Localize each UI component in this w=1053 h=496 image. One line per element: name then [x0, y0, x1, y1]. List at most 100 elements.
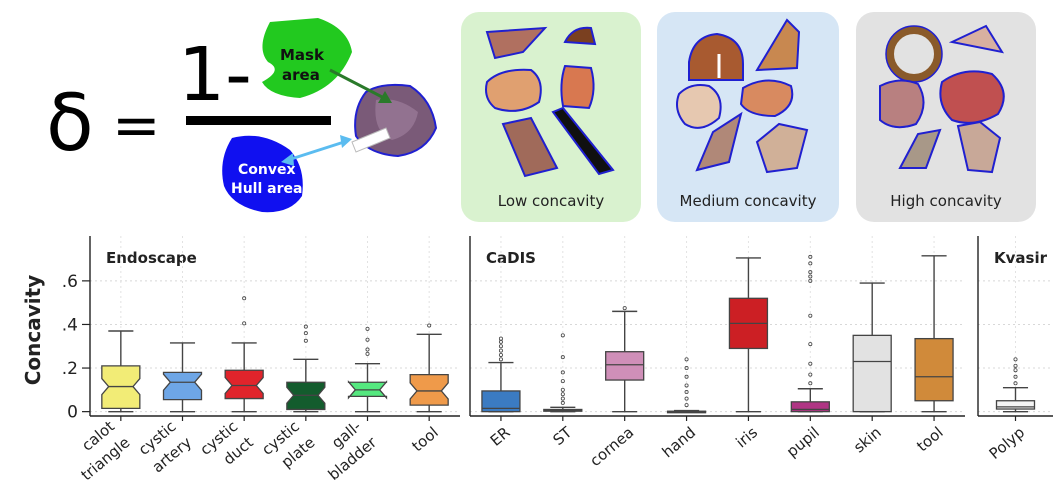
- box: [409, 373, 449, 406]
- outlier-point: [808, 381, 813, 386]
- outlier-point: [1013, 381, 1018, 386]
- panel-title: Kvasir: [994, 249, 1048, 267]
- box: [914, 337, 954, 402]
- outlier-point: [560, 379, 565, 384]
- outlier-point: [560, 400, 565, 405]
- outlier-point: [808, 274, 813, 279]
- convex-hull-shape: [222, 135, 303, 213]
- y-tick-label: 0: [67, 403, 78, 423]
- x-tick-label: tool: [408, 423, 441, 455]
- outlier-point: [808, 261, 813, 266]
- outlier-point: [1013, 368, 1018, 373]
- outlier-point: [808, 361, 813, 366]
- outlier-point: [1013, 363, 1018, 368]
- outlier-point: [365, 351, 370, 356]
- panel-title: CaDIS: [486, 249, 536, 267]
- box: [852, 334, 892, 413]
- outlier-point: [498, 357, 503, 362]
- outlier-point: [303, 324, 308, 329]
- outlier-point: [498, 352, 503, 357]
- panel-title: Endoscape: [106, 249, 197, 267]
- outlier-point: [622, 306, 627, 311]
- outlier-point: [560, 387, 565, 392]
- outlier-point: [1013, 357, 1018, 362]
- x-tick-label: Polyp: [986, 423, 1028, 463]
- fraction-bar: [186, 116, 331, 125]
- medium-concavity-label: Medium concavity: [679, 192, 817, 210]
- x-tick-label: skin: [850, 423, 885, 456]
- outlier-point: [365, 347, 370, 352]
- mask-label-line1: Mask: [280, 46, 325, 64]
- box: [224, 369, 264, 400]
- y-tick-label: .2: [62, 359, 78, 379]
- hull-arrow-line: [287, 140, 345, 162]
- low-concavity-panel: Low concavity: [461, 12, 641, 222]
- box: [605, 351, 645, 381]
- outlier-point: [684, 390, 689, 395]
- low-concavity-label: Low concavity: [497, 192, 605, 210]
- outlier-point: [684, 366, 689, 371]
- high-concavity-examples: [879, 24, 1005, 174]
- outlier-point: [560, 333, 565, 338]
- outlier-point: [560, 355, 565, 360]
- y-tick-label: .4: [62, 315, 78, 335]
- box: [790, 401, 830, 413]
- outlier-point: [498, 348, 503, 353]
- outlier-point: [365, 326, 370, 331]
- x-tick-label: ER: [487, 423, 514, 450]
- hull-label-line1: Convex: [238, 162, 296, 178]
- x-tick-label: pupil: [783, 423, 823, 461]
- outlier-point: [808, 270, 813, 275]
- box: [162, 371, 203, 401]
- outlier-point: [242, 296, 247, 301]
- outlier-point: [560, 392, 565, 397]
- outlier-point: [808, 278, 813, 283]
- x-tick-label: hand: [659, 423, 699, 461]
- x-tick-label: iris: [732, 423, 761, 451]
- equals-sign: =: [112, 91, 161, 159]
- outlier-point: [560, 370, 565, 375]
- tool-shape: [351, 127, 391, 153]
- concavity-formula: δ = 1- Mask area Convex Hull area: [46, 18, 438, 213]
- outlier-point: [684, 396, 689, 401]
- outlier-point: [808, 342, 813, 347]
- mask-area-shape: [262, 18, 352, 98]
- hull-label-line2: Hull area: [231, 181, 302, 197]
- hull-arrowhead-right: [340, 135, 352, 148]
- outlier-point: [684, 403, 689, 408]
- medium-concavity-panel: Medium concavity: [657, 12, 839, 222]
- x-tick-label: cornea: [586, 423, 637, 470]
- high-concavity-panel: High concavity: [856, 12, 1036, 222]
- x-tick-label: tool: [913, 423, 946, 455]
- outlier-point: [684, 374, 689, 379]
- box: [481, 390, 521, 413]
- outlier-point: [498, 344, 503, 349]
- concavity-illustration: δ = 1- Mask area Convex Hull area L: [0, 0, 1053, 232]
- outlier-point: [684, 383, 689, 388]
- y-tick-label: .6: [62, 272, 78, 292]
- outlier-point: [242, 321, 247, 326]
- outlier-point: [560, 396, 565, 401]
- outlier-point: [498, 336, 503, 341]
- outlier-point: [808, 254, 813, 259]
- outlier-point: [427, 323, 432, 328]
- outlier-point: [303, 338, 308, 343]
- hull-arrowhead-left: [281, 153, 294, 166]
- medium-concavity-examples: [676, 18, 809, 174]
- one-minus: 1-: [178, 32, 252, 118]
- outlier-point: [1013, 374, 1018, 379]
- outlier-point: [684, 357, 689, 362]
- high-concavity-label: High concavity: [890, 192, 1002, 210]
- delta-symbol: δ: [46, 79, 94, 169]
- x-tick-label: ST: [549, 423, 576, 449]
- outlier-point: [808, 372, 813, 377]
- low-concavity-examples: [485, 26, 615, 178]
- outlier-point: [365, 337, 370, 342]
- mask-arrow-line: [329, 68, 385, 100]
- mask-arrowhead: [378, 91, 392, 103]
- box: [995, 400, 1036, 410]
- mask-label-line2: area: [282, 66, 320, 84]
- y-axis-label: Concavity: [21, 275, 45, 386]
- outlier-point: [808, 313, 813, 318]
